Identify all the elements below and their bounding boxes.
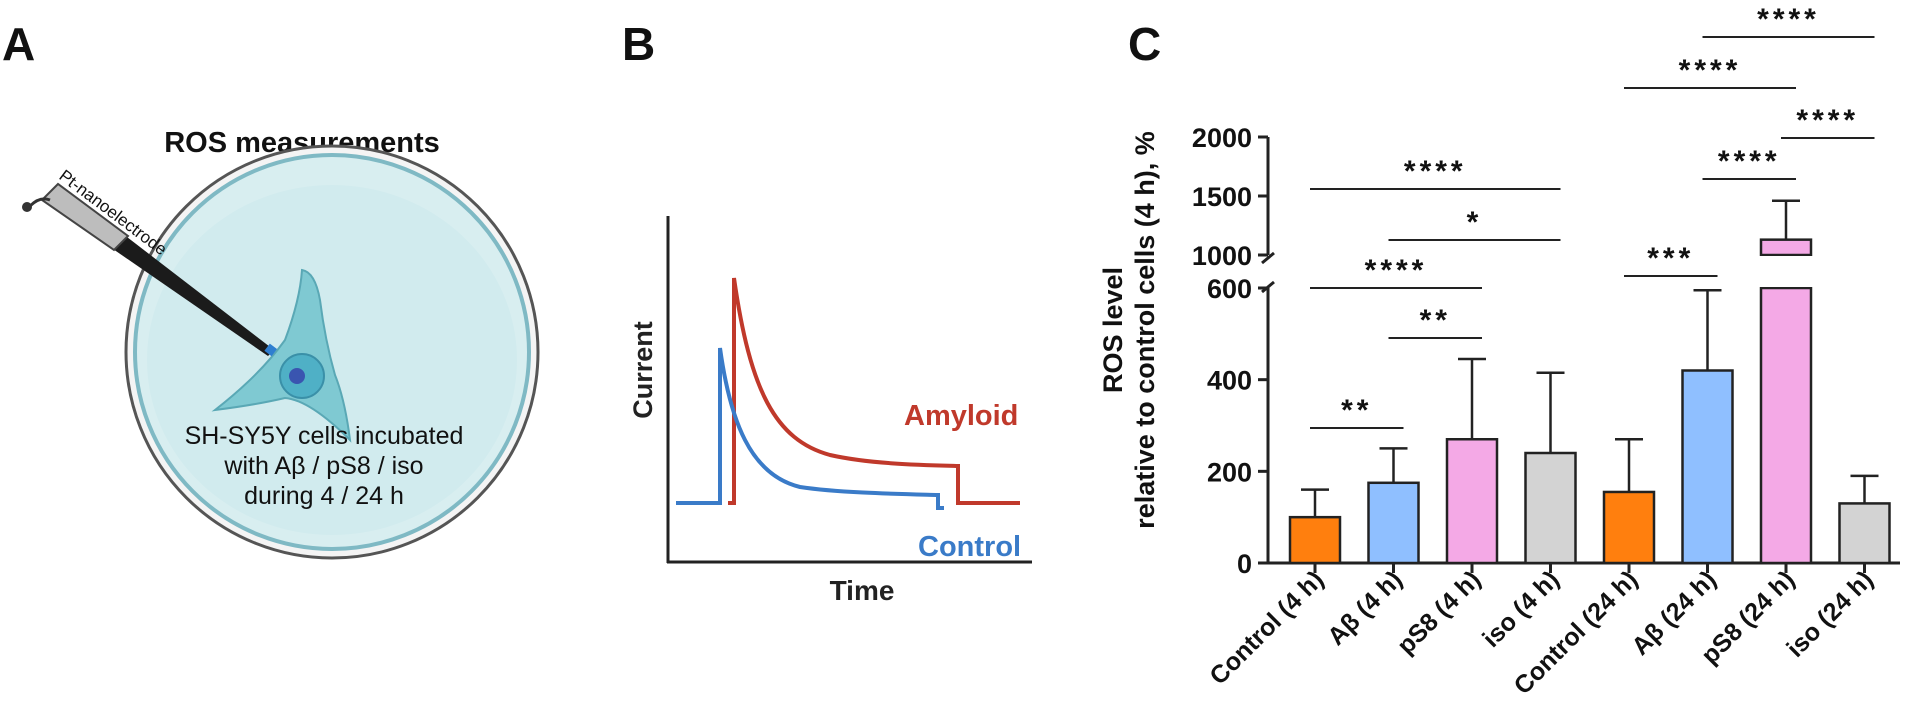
bar-lower-part bbox=[1759, 286, 1813, 565]
amyloid-legend: Amyloid bbox=[904, 400, 1018, 432]
bar bbox=[1288, 515, 1342, 565]
y-axis-label-line-2: relative to control cells (4 h), % bbox=[1130, 131, 1160, 529]
bar bbox=[1524, 451, 1577, 565]
caption-line-1: SH-SY5Y cells incubated bbox=[185, 422, 464, 450]
significance-label: ** bbox=[1420, 304, 1451, 337]
significance-label: *** bbox=[1647, 242, 1694, 275]
panel-letter-a: A bbox=[2, 18, 35, 70]
control-trace bbox=[676, 347, 944, 510]
category-label: pS8 (4 h) bbox=[1392, 565, 1486, 659]
current-axes bbox=[666, 216, 1032, 564]
current-axis-label: Current bbox=[628, 321, 658, 419]
y-tick-label: 0 bbox=[1237, 549, 1252, 579]
bar-upper-part bbox=[1759, 238, 1813, 257]
significance-label: **** bbox=[1757, 3, 1820, 36]
significance-label: **** bbox=[1679, 54, 1742, 87]
significance-label: * bbox=[1467, 206, 1483, 239]
caption-line-3: during 4 / 24 h bbox=[244, 482, 404, 510]
time-axis-label: Time bbox=[830, 575, 895, 606]
bar bbox=[1602, 490, 1656, 565]
y-tick-label: 2000 bbox=[1192, 123, 1252, 153]
control-legend: Control bbox=[918, 531, 1021, 563]
y-tick-label: 600 bbox=[1207, 274, 1252, 304]
significance-label: **** bbox=[1796, 104, 1859, 137]
bar bbox=[1681, 369, 1734, 565]
category-label: iso (24 h) bbox=[1781, 565, 1878, 662]
significance-label: **** bbox=[1404, 155, 1467, 188]
significance-label: ** bbox=[1341, 394, 1372, 427]
petri-dish bbox=[124, 144, 540, 560]
significance-label: **** bbox=[1365, 254, 1428, 287]
bar bbox=[1838, 502, 1891, 565]
y-tick-label: 200 bbox=[1207, 457, 1252, 487]
y-tick-label: 1500 bbox=[1192, 182, 1252, 212]
category-label: Control (4 h) bbox=[1204, 565, 1329, 690]
y-tick-label: 1000 bbox=[1192, 241, 1252, 271]
y-tick-label: 400 bbox=[1207, 366, 1252, 396]
amyloid-trace bbox=[728, 277, 1020, 505]
panel-letter-b: B bbox=[622, 18, 655, 70]
bar bbox=[1367, 481, 1420, 565]
bar bbox=[1445, 438, 1499, 565]
caption-line-2: with Aβ / pS8 / iso bbox=[223, 452, 423, 480]
significance-label: **** bbox=[1718, 145, 1781, 178]
bar-break-gap bbox=[1758, 256, 1814, 287]
y-axis-label-line-1: ROS level bbox=[1098, 267, 1128, 393]
neuron-cell bbox=[211, 268, 352, 443]
axis-break-mark bbox=[1261, 251, 1275, 265]
panel-letter-c: C bbox=[1128, 18, 1161, 70]
